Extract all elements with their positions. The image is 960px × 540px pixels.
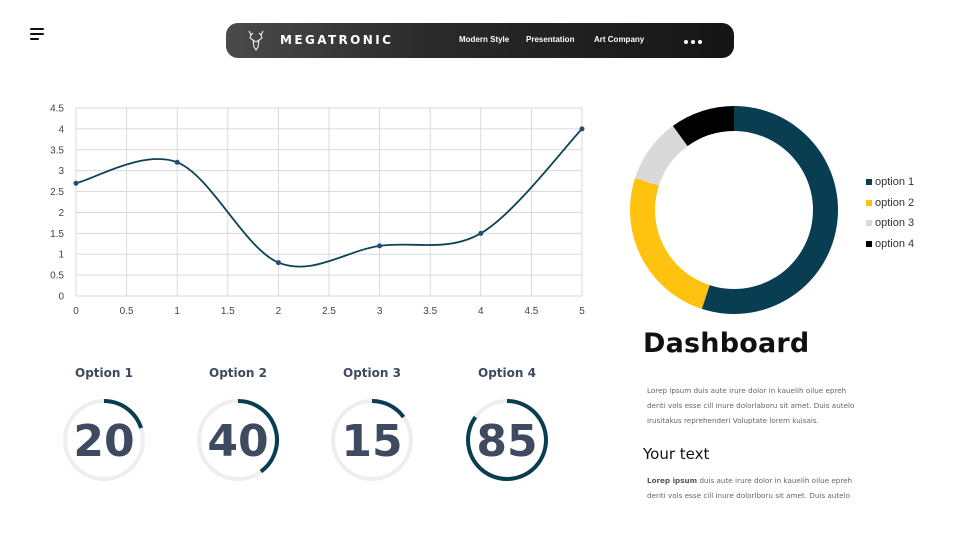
y-tick-label: 4.5 xyxy=(50,104,64,115)
gauge-label-option-1: Option 1 xyxy=(75,366,133,380)
y-tick-label: 1 xyxy=(58,250,64,261)
gauge-progress-arc xyxy=(103,399,143,429)
y-tick-label: 1.5 xyxy=(50,229,64,240)
x-tick-label: 1 xyxy=(174,306,180,317)
nav-link-modern-style[interactable]: Modern Style xyxy=(459,35,510,44)
data-point xyxy=(174,159,180,165)
gauge-value: 20 xyxy=(73,416,134,467)
x-tick-label: 0.5 xyxy=(120,306,134,317)
donut-slice-3 xyxy=(635,125,688,186)
legend-item-option-1: option 1 xyxy=(866,172,914,193)
your-text-paragraph: Lorep ipsum duis aute irure dolor in kau… xyxy=(647,473,887,503)
gauge-progress-arc xyxy=(466,399,548,481)
data-point xyxy=(377,243,383,249)
y-tick-label: 3 xyxy=(58,166,64,177)
legend-swatch xyxy=(866,179,872,186)
gauge-value: 85 xyxy=(476,416,537,467)
data-point xyxy=(579,126,585,132)
x-tick-label: 3.5 xyxy=(423,306,437,317)
donut-slice-2 xyxy=(630,177,710,309)
x-tick-label: 2.5 xyxy=(322,306,336,317)
x-tick-label: 5 xyxy=(579,306,585,317)
nav-link-presentation[interactable]: Presentation xyxy=(526,35,575,44)
paragraph-line: Lorep ipsum duis aute irure dolor in kau… xyxy=(647,476,853,485)
y-tick-label: 3.5 xyxy=(50,145,64,156)
legend-label: option 2 xyxy=(875,196,915,209)
x-tick-label: 1.5 xyxy=(221,306,235,317)
x-tick-label: 3 xyxy=(377,306,383,317)
x-tick-label: 4.5 xyxy=(524,306,538,317)
x-tick-label: 2 xyxy=(276,306,282,317)
gauge-progress-arc xyxy=(371,399,406,419)
series-line xyxy=(75,128,583,268)
gauge-option-1: 20 xyxy=(63,399,145,481)
page-title: Dashboard xyxy=(643,328,810,359)
x-tick-label: 0 xyxy=(73,306,79,317)
gauge-option-2: 40 xyxy=(197,399,279,481)
line-chart: 0 0.5 1 1.5 2 2.5 3 3.5 4 4.5 0 0.5 1 1.5 2 2.5 3 3.5 4 4.5… xyxy=(50,104,585,318)
legend-item-option-3: option 3 xyxy=(866,213,914,234)
data-point xyxy=(73,180,79,186)
legend-swatch xyxy=(866,220,872,227)
gauge-value: 15 xyxy=(341,416,402,467)
y-tick-label: 2.5 xyxy=(50,187,64,198)
legend-label: option 3 xyxy=(875,217,915,230)
paragraph-line: deriti vols esse cill inure dolorlaboru … xyxy=(647,401,855,410)
legend-label: option 1 xyxy=(875,176,915,189)
y-tick-label: 4 xyxy=(58,124,64,135)
data-point xyxy=(478,230,484,236)
gauge-option-4: 85 xyxy=(466,399,548,481)
gauge-label-option-2: Option 2 xyxy=(209,366,267,380)
legend-swatch xyxy=(866,199,872,206)
data-point xyxy=(275,260,281,266)
y-tick-label: 0 xyxy=(58,292,64,303)
donut-slice-1 xyxy=(701,106,838,314)
paragraph-line: deriti vols esse cill inure dolorlboru s… xyxy=(647,491,851,500)
legend-swatch xyxy=(866,241,872,248)
brand-name: MEGATRONIC xyxy=(280,33,394,47)
gauge-progress-arc xyxy=(237,399,279,474)
donut-slice-4 xyxy=(672,106,734,147)
donut-legend: option 1 option 2 option 3 option 4 xyxy=(866,172,914,254)
gauge-label-option-3: Option 3 xyxy=(343,366,401,380)
deer-head-logo-icon xyxy=(248,30,264,51)
section-subtitle: Your text xyxy=(643,445,710,463)
dashboard-paragraph: Lorep ipsum duis aute irure dolor in kau… xyxy=(647,383,887,428)
y-tick-label: 2 xyxy=(58,208,64,219)
three-dots-icon[interactable] xyxy=(684,36,705,47)
x-tick-label: 4 xyxy=(478,306,484,317)
bold-lead: Lorep ipsum xyxy=(647,476,698,485)
top-navbar: MEGATRONIC Modern Style Presentation Art… xyxy=(226,23,734,58)
y-tick-label: 0.5 xyxy=(50,271,64,282)
gauge-label-option-4: Option 4 xyxy=(478,366,536,380)
gauge-value: 40 xyxy=(207,416,268,467)
legend-label: option 4 xyxy=(875,238,915,251)
gauge-option-3: 15 xyxy=(331,399,413,481)
paragraph-line: Lorep ipsum duis aute irure dolor in kau… xyxy=(647,386,847,395)
legend-item-option-4: option 4 xyxy=(866,234,914,255)
legend-item-option-2: option 2 xyxy=(866,193,914,214)
hamburger-menu-icon[interactable] xyxy=(30,28,44,42)
paragraph-line: irusitakus reprehenderi Voluptate lorem … xyxy=(647,416,819,425)
nav-link-art-company[interactable]: Art Company xyxy=(594,35,645,44)
donut-chart xyxy=(630,106,838,314)
